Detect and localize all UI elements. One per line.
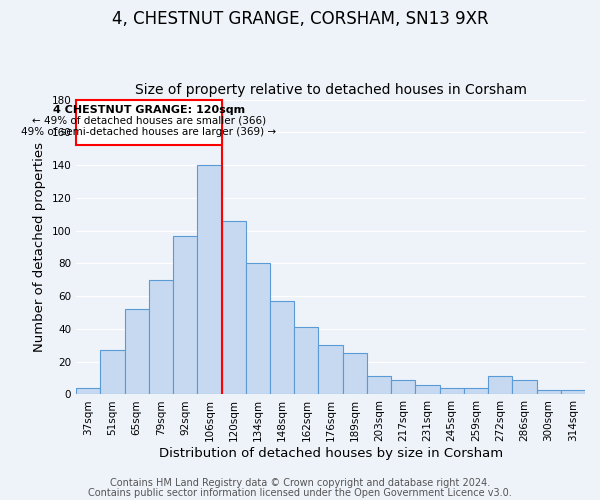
Bar <box>294 328 319 394</box>
Bar <box>76 100 221 146</box>
Bar <box>561 390 585 394</box>
Text: 4, CHESTNUT GRANGE, CORSHAM, SN13 9XR: 4, CHESTNUT GRANGE, CORSHAM, SN13 9XR <box>112 10 488 28</box>
Text: Contains public sector information licensed under the Open Government Licence v3: Contains public sector information licen… <box>88 488 512 498</box>
Bar <box>149 280 173 394</box>
Bar <box>367 376 391 394</box>
Bar <box>464 388 488 394</box>
Title: Size of property relative to detached houses in Corsham: Size of property relative to detached ho… <box>134 83 527 97</box>
Bar <box>76 388 100 394</box>
Bar <box>391 380 415 394</box>
Bar <box>100 350 125 395</box>
Text: 49% of semi-detached houses are larger (369) →: 49% of semi-detached houses are larger (… <box>21 128 277 138</box>
Bar <box>246 264 270 394</box>
Text: 4 CHESTNUT GRANGE: 120sqm: 4 CHESTNUT GRANGE: 120sqm <box>53 106 245 116</box>
Bar <box>440 388 464 394</box>
Bar <box>512 380 536 394</box>
Bar <box>270 301 294 394</box>
Bar <box>536 390 561 394</box>
X-axis label: Distribution of detached houses by size in Corsham: Distribution of detached houses by size … <box>158 447 503 460</box>
Bar <box>415 384 440 394</box>
Y-axis label: Number of detached properties: Number of detached properties <box>33 142 46 352</box>
Bar <box>221 221 246 394</box>
Bar <box>197 165 221 394</box>
Text: Contains HM Land Registry data © Crown copyright and database right 2024.: Contains HM Land Registry data © Crown c… <box>110 478 490 488</box>
Bar <box>319 346 343 395</box>
Bar <box>343 354 367 395</box>
Text: ← 49% of detached houses are smaller (366): ← 49% of detached houses are smaller (36… <box>32 116 266 126</box>
Bar <box>488 376 512 394</box>
Bar <box>173 236 197 394</box>
Bar <box>125 310 149 394</box>
